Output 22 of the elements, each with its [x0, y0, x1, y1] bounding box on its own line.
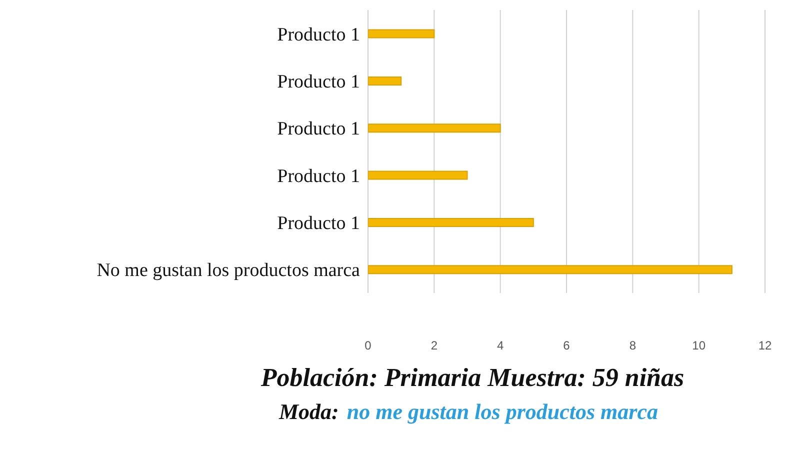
bar: [368, 265, 732, 274]
bar: [368, 76, 402, 86]
y-tick-label: No me gustan los productos marca: [96, 260, 361, 282]
text: Moda:: [279, 399, 339, 424]
bar: [368, 170, 468, 180]
bar: [368, 218, 534, 227]
text: Población: Primaria Muestra: 59 niñas: [260, 363, 684, 392]
bar: [368, 124, 501, 133]
y-tick-label: Producto 1: [277, 212, 360, 234]
y-tick-label: Producto 1: [277, 71, 360, 92]
y-tick-label: Producto 1: [277, 118, 360, 140]
y-tick-label: Producto 1: [277, 24, 360, 46]
x-tick-label: 2: [430, 338, 438, 353]
bar: [368, 29, 435, 38]
x-tick-label: 12: [758, 338, 772, 353]
text: no me gustan los productos marca: [346, 399, 658, 424]
x-tick-label: 4: [496, 338, 504, 353]
x-tick-label: 0: [364, 338, 372, 353]
x-tick-label: 8: [629, 338, 636, 353]
x-tick-label: 6: [563, 338, 570, 353]
y-tick-label: Producto 1: [277, 166, 360, 187]
x-tick-label: 10: [692, 338, 706, 353]
